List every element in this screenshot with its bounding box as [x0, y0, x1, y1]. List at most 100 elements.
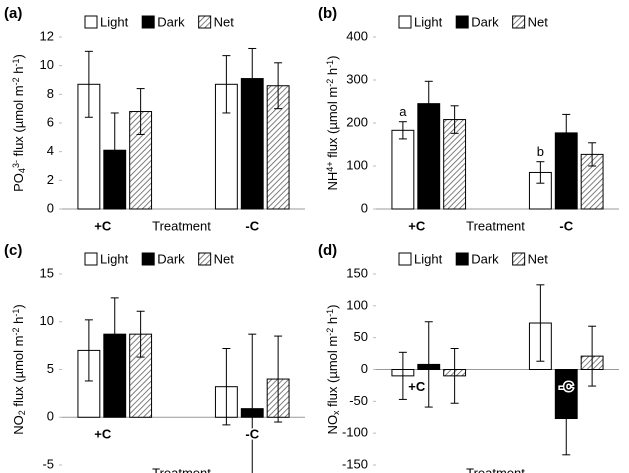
y-axis-label-part: x [331, 410, 341, 415]
x-axis-label: Treatment [152, 465, 211, 473]
error-bar [562, 113, 571, 152]
y-tick-label: 8 [47, 86, 54, 101]
y-tick-label: -100 [342, 425, 368, 440]
y-axis-label: NH4+ flux (µmol m-2 h-1) [325, 56, 341, 191]
legend-swatch [198, 252, 212, 266]
error-bar [562, 381, 571, 456]
y-tick-label: 0 [47, 200, 54, 215]
error-bar [424, 80, 433, 127]
y-axis-label-part: -2 [11, 328, 21, 336]
panel: (a) PO43- flux (µmol m-2 h-1) 0 2 4 6 8 10 12 Lig… [4, 5, 305, 235]
error-bar [136, 88, 145, 135]
error-bar [450, 105, 459, 134]
y-axis-label-part: NO [325, 415, 340, 435]
error-bar [274, 62, 283, 110]
category-label: -C [559, 218, 573, 233]
legend-swatch [398, 15, 412, 29]
error-bar [110, 112, 119, 188]
y-axis-label-part: -2 [325, 79, 335, 87]
legend-swatch [198, 15, 212, 29]
error-bar [588, 142, 597, 167]
y-axis-label: NO2 flux (µmol m-2 h-1) [11, 304, 27, 434]
legend-swatch [141, 252, 155, 266]
annotation: b [537, 144, 544, 159]
category-label: -C [245, 218, 259, 233]
y-tick-label: 15 [40, 265, 54, 280]
legend-label: Light [100, 251, 129, 266]
category-label: -C [559, 379, 573, 394]
legend-label: Net [214, 14, 235, 29]
error-bar [84, 319, 93, 382]
y-tick-label: 200 [346, 114, 368, 129]
legend-swatch [455, 252, 469, 266]
y-axis-label: PO43- flux (µmol m-2 h-1) [11, 54, 27, 192]
panel-label: (d) [318, 242, 337, 259]
legend-label: Dark [471, 14, 499, 29]
legend-label: Light [100, 14, 129, 29]
panel-label: (c) [4, 242, 22, 259]
y-axis-label-part: ) [325, 56, 340, 60]
legend-swatch [84, 252, 98, 266]
y-axis-label-part: ) [325, 305, 340, 309]
y-tick-label: 100 [346, 157, 368, 172]
panel-label: (b) [318, 5, 337, 22]
legend-label: Dark [471, 251, 499, 266]
y-axis-label-part: NH [325, 172, 340, 191]
panel: (b) NH4+ flux (µmol m-2 h-1) 0 100 200 300 400… [318, 5, 619, 235]
y-axis-label-part: NO [11, 415, 26, 435]
legend-label: Dark [157, 14, 185, 29]
y-axis-label-part: -1 [11, 309, 21, 317]
y-axis-label-part: flux (µmol m [11, 336, 26, 411]
y-axis-label-part: flux (µmol m [325, 87, 340, 162]
y-tick-label: 0 [47, 409, 54, 424]
error-bar [84, 50, 93, 118]
y-tick-label: 2 [47, 172, 54, 187]
y-tick-label: 50 [354, 329, 368, 344]
category-label: +C [94, 427, 112, 442]
legend-swatch [512, 15, 526, 29]
y-tick-label: -5 [42, 456, 54, 471]
y-tick-label: 5 [47, 361, 54, 376]
y-tick-label: 12 [40, 28, 54, 43]
y-axis-label-part: 3- [11, 160, 21, 168]
error-bar [536, 161, 545, 184]
y-axis-label-part: -2 [325, 328, 335, 336]
y-tick-label: 100 [346, 297, 368, 312]
error-bar [222, 55, 231, 114]
y-axis-label-part: -1 [325, 309, 335, 317]
y-tick-label: 4 [47, 143, 54, 158]
y-axis-label-part: -2 [11, 77, 21, 85]
y-tick-label: -50 [349, 393, 368, 408]
y-tick-label: 10 [40, 313, 54, 328]
error-bar [136, 310, 145, 358]
error-bar [110, 297, 119, 371]
y-tick-label: 300 [346, 71, 368, 86]
error-bar [424, 321, 433, 408]
y-tick-label: 6 [47, 114, 54, 129]
y-axis-label-part: h [325, 317, 340, 328]
y-axis-label-part: flux (µmol m [325, 336, 340, 411]
y-axis-label-part: PO [11, 173, 26, 192]
panel-label: (a) [4, 5, 22, 22]
y-axis-label-part: h [11, 67, 26, 78]
legend-swatch [84, 15, 98, 29]
panel: (c) NO2 flux (µmol m-2 h-1) -5 0 5 10 15 Light D… [4, 242, 305, 473]
y-tick-label: 0 [361, 200, 368, 215]
y-tick-label: -150 [342, 456, 368, 471]
error-bar [398, 121, 407, 140]
legend-swatch [398, 252, 412, 266]
y-axis-label-part: h [325, 68, 340, 79]
legend-swatch [141, 15, 155, 29]
error-bar [536, 284, 545, 362]
error-bar [274, 335, 283, 423]
y-axis-label-part: h [11, 317, 26, 328]
y-tick-label: 0 [361, 361, 368, 376]
y-tick-label: 10 [40, 57, 54, 72]
y-tick-label: 400 [346, 28, 368, 43]
error-bar [450, 347, 459, 404]
x-axis-label: Treatment [466, 218, 525, 233]
y-axis-label-part: flux (µmol m [11, 85, 26, 160]
category-label: +C [94, 218, 112, 233]
y-axis-label-part: ) [11, 54, 26, 58]
